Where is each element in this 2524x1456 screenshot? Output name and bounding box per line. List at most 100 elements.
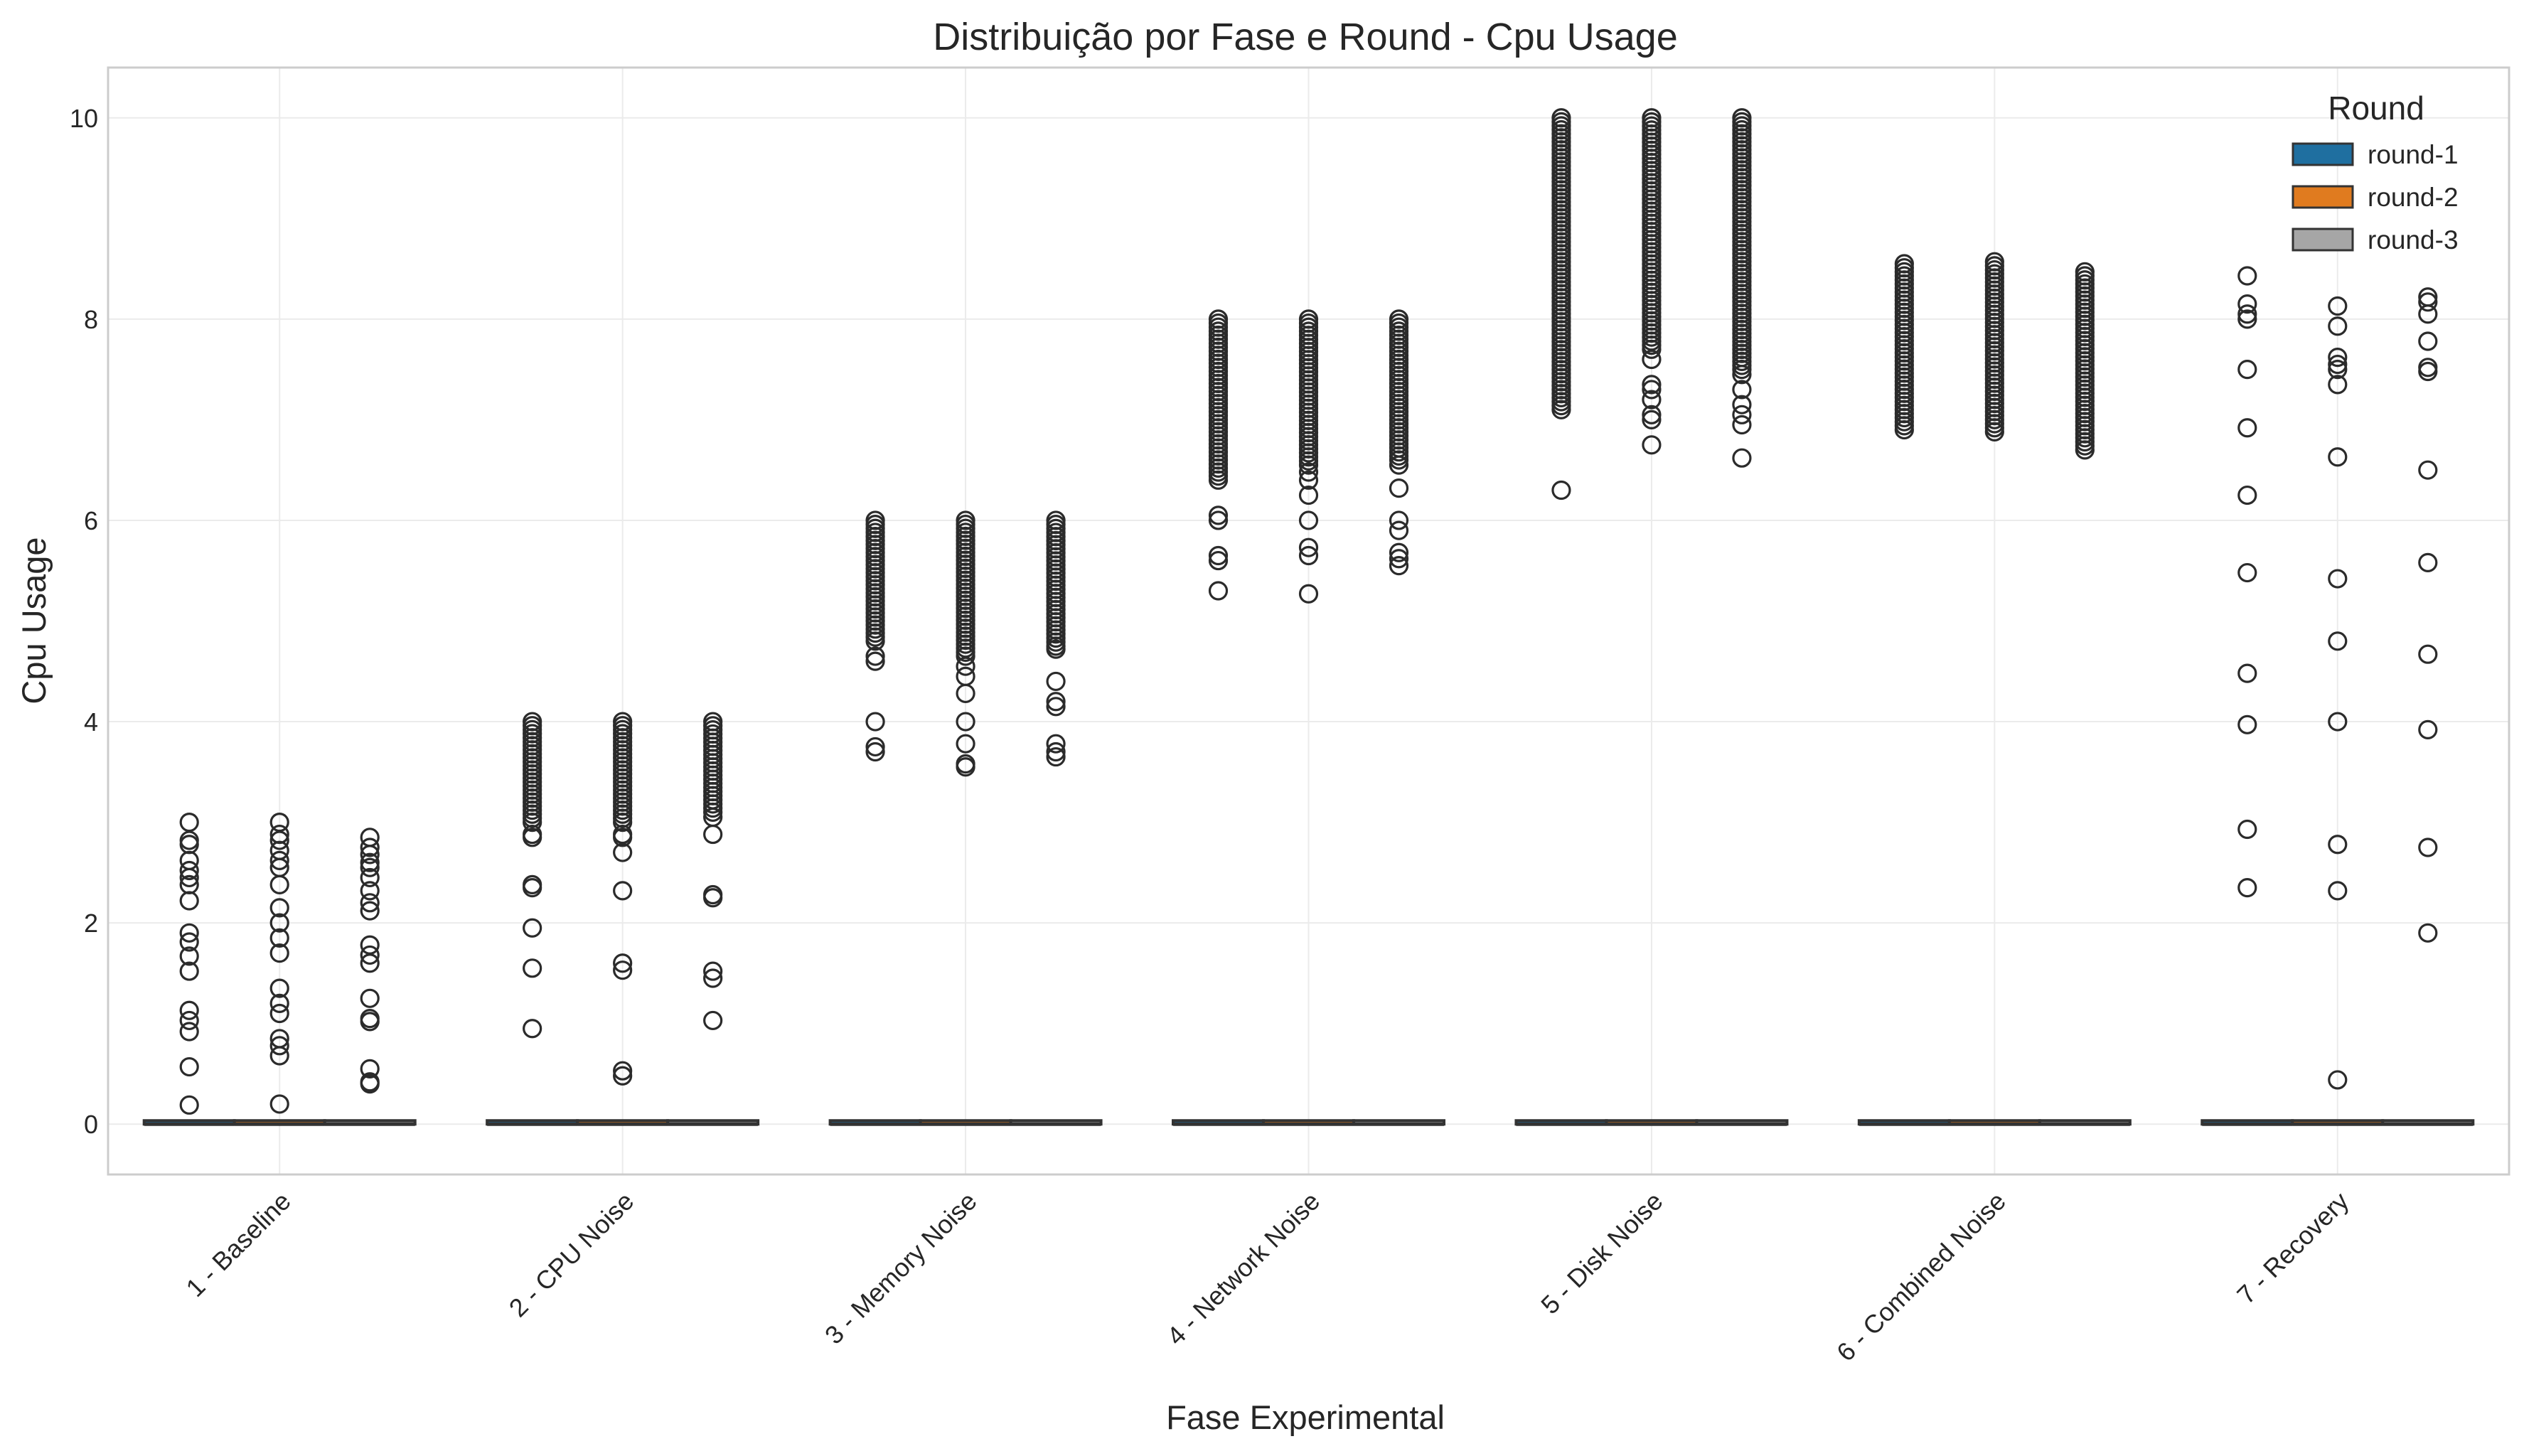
outlier-point [179,860,199,881]
outlier-point [2237,485,2257,505]
outlier-point [179,932,199,952]
outlier-point [2328,712,2348,732]
outlier-point [1389,542,1409,562]
outlier-point [1642,108,1662,128]
outlier-point [703,961,723,981]
outlier-point [1389,520,1409,540]
outlier-point [523,712,542,732]
outlier-point [865,510,885,530]
outlier-point [2328,631,2348,651]
outlier-point [1208,510,1229,530]
outlier-point [1984,252,2004,272]
outlier-point [269,824,289,845]
outlier-point [1732,395,1752,414]
outlier-point [1208,550,1229,571]
outlier-point [2328,835,2348,855]
outlier-point [2237,714,2257,734]
y-axis-ticks: 0 2 4 6 8 10 [70,104,98,1139]
outlier-point [2237,663,2257,683]
outlier-point [269,1003,289,1024]
outlier-point [360,893,380,913]
outlier-point [179,874,199,894]
legend-swatch-round-1 [2292,142,2354,166]
outlier-point [613,712,633,732]
outlier-point [1732,380,1752,400]
outlier-point [2418,292,2438,312]
y-tick-label: 8 [84,305,98,334]
outlier-point [179,1095,199,1115]
y-tick-label: 6 [84,506,98,535]
outlier-point [269,1094,289,1114]
outlier-point [179,946,199,966]
y-tick-label: 0 [84,1110,98,1139]
outlier-point [1389,549,1409,569]
outlier-point [613,1066,633,1086]
legend-label-round-1: round-1 [2368,140,2459,169]
outlier-point [523,874,542,894]
outlier-point [269,928,289,948]
outlier-point [269,850,289,870]
outlier-point [1046,734,1066,754]
outlier-point [956,510,975,530]
outlier-point [865,646,885,666]
outlier-point [2237,309,2257,329]
outlier-point [2328,360,2348,380]
outlier-point [703,968,723,988]
outlier-point [1732,448,1752,468]
outlier-point [2418,331,2438,351]
outlier-point [703,1010,723,1031]
legend-label-round-3: round-3 [2368,225,2459,255]
outlier-point [1642,405,1662,424]
y-axis-label: Cpu Usage [15,537,53,704]
legend-swatch-round-3 [2292,228,2354,252]
legend-label-round-2: round-2 [2368,183,2459,212]
outlier-point [865,742,885,762]
outlier-point [269,1029,289,1049]
outlier-point [360,852,380,872]
outlier-point [2328,881,2348,901]
outlier-point [2237,266,2257,286]
outlier-point [1732,405,1752,424]
outlier-point [1298,470,1319,490]
outlier-point [1046,692,1066,712]
outlier-point [2418,552,2438,573]
outlier-point [2418,719,2438,739]
outlier-point [179,1000,199,1020]
outlier-point [360,1009,380,1029]
y-tick-label: 2 [84,909,98,938]
legend-swatch-round-2 [2292,185,2354,209]
outlier-point [2418,358,2438,378]
outlier-point [1208,545,1229,566]
legend: Round round-1 round-2 round-3 [2292,90,2459,255]
x-axis-label: Fase Experimental [1166,1398,1445,1436]
outlier-point [179,961,199,981]
outlier-point [2237,562,2257,583]
outlier-point [360,857,380,877]
outlier-point [1389,455,1409,475]
outlier-point [269,812,289,833]
outlier-point [1298,510,1319,530]
outlier-point [1046,697,1066,717]
outlier-point [703,884,723,905]
box-series [142,1119,2475,1126]
outlier-point [360,881,380,901]
outlier-point [1642,349,1662,370]
outlier-point [1208,505,1229,525]
outlier-point [2328,447,2348,467]
outlier-point [1389,309,1409,329]
outlier-point [1732,365,1752,385]
y-tick-label: 10 [70,104,98,133]
outlier-point [956,754,975,774]
outlier-point [360,828,380,847]
outlier-point [269,913,289,933]
outlier-point [360,1072,380,1092]
outlier-point [1642,375,1662,395]
outlier-point [1046,742,1066,762]
outlier-point [1046,639,1066,659]
outlier-point [2237,294,2257,314]
outlier-point [269,978,289,998]
outlier-point [269,1036,289,1056]
outlier-point [523,1019,542,1039]
outlier-point [956,712,975,732]
